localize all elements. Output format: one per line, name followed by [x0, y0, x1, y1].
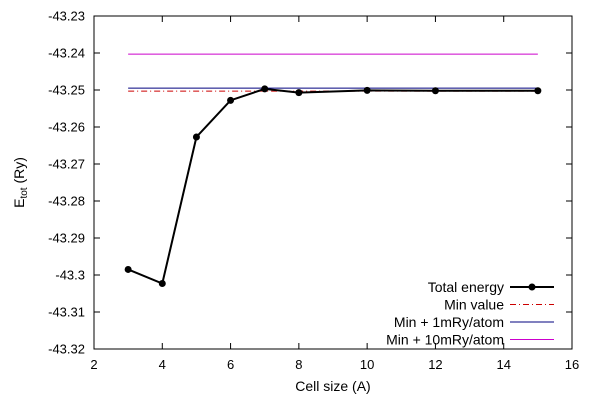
x-axis-ticks: 2 4 6 8 10 12 14 16	[90, 16, 579, 372]
y-tick-label: -43.27	[48, 157, 85, 172]
y-tick-label: -43.32	[48, 342, 85, 357]
data-point	[192, 133, 200, 141]
data-point	[227, 96, 235, 104]
series-layer	[124, 53, 542, 288]
data-point	[295, 89, 303, 97]
legend-label: Min + 1mRy/atom	[394, 314, 504, 330]
data-point	[363, 86, 371, 94]
y-axis-label-unit: (Ry)	[11, 157, 27, 187]
x-tick-label: 8	[295, 357, 302, 372]
y-axis-label-main: E	[11, 199, 27, 208]
y-tick-label: -43.25	[48, 83, 85, 98]
y-tick-label: -43.3	[55, 268, 85, 283]
x-tick-label: 4	[159, 357, 166, 372]
y-axis-ticks: -43.32 -43.31 -43.3 -43.29 -43.28 -43.27 -43.2…	[48, 9, 572, 357]
data-point	[431, 87, 439, 95]
x-tick-label: 10	[360, 357, 374, 372]
legend-label: Total energy	[428, 279, 504, 295]
y-tick-label: -43.24	[48, 46, 85, 61]
plot-frame	[93, 15, 573, 350]
y-axis-label: Etot (Ry)	[11, 157, 30, 208]
legend-label: Min + 10mRy/atom	[386, 332, 504, 348]
x-axis-label: Cell size (A)	[295, 378, 370, 394]
data-point	[261, 85, 269, 93]
data-point	[124, 265, 132, 273]
y-tick-label: -43.31	[48, 305, 85, 320]
legend-marker	[528, 283, 536, 291]
x-tick-label: 6	[227, 357, 234, 372]
x-tick-label: 12	[428, 357, 442, 372]
data-point	[534, 87, 542, 95]
y-axis-label-subscript: tot	[19, 187, 30, 198]
legend-label: Min value	[444, 297, 504, 313]
x-tick-label: 2	[90, 357, 97, 372]
x-tick-label: 16	[565, 357, 579, 372]
x-tick-label: 14	[496, 357, 510, 372]
y-tick-label: -43.29	[48, 231, 85, 246]
y-tick-label: -43.23	[48, 9, 85, 24]
y-tick-label: -43.28	[48, 194, 85, 209]
data-point	[158, 280, 166, 288]
y-tick-label: -43.26	[48, 120, 85, 135]
